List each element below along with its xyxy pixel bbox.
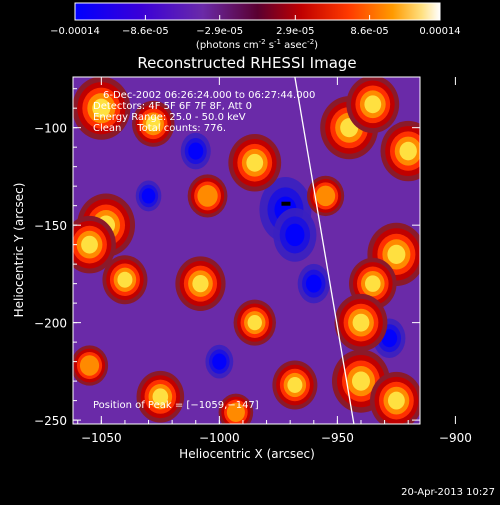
hot-region xyxy=(380,120,420,182)
hot-region xyxy=(102,255,148,305)
hot-region xyxy=(132,100,175,147)
hot-region xyxy=(218,393,254,424)
y-tick-label: −250 xyxy=(34,414,67,428)
colorbar-tick-label: 0.00014 xyxy=(419,26,460,37)
observation-info: 6-Dec-2002 06:26:24.000 to 06:27:44.000 … xyxy=(93,90,315,411)
hot-region xyxy=(334,293,388,352)
hot-region xyxy=(73,345,109,386)
x-tick-label: −1000 xyxy=(199,431,240,445)
hot-region xyxy=(136,370,185,423)
y-tick-label: −150 xyxy=(34,219,67,233)
x-axis-ticks: −1050 −1000 −950 −900 xyxy=(77,77,472,445)
colorbar xyxy=(74,2,441,21)
y-axis-ticks: −100 −150 −200 −250 xyxy=(34,88,420,428)
peak-position-label: Position of Peak = [−1059,−147] xyxy=(93,400,259,411)
hot-region xyxy=(187,174,228,218)
hot-region xyxy=(73,215,116,274)
chart-title: Reconstructed RHESSI Image xyxy=(137,54,356,72)
hot-region xyxy=(306,175,345,217)
cold-region xyxy=(180,132,211,170)
cold-region xyxy=(273,208,317,262)
hot-region xyxy=(228,134,282,192)
y-tick-label: −100 xyxy=(34,122,67,136)
cold-region xyxy=(297,263,330,304)
colorbar-tick-label: −0.00014 xyxy=(50,26,100,37)
heatmap-layer xyxy=(73,77,420,424)
colorbar-tick-label: 8.6e-05 xyxy=(350,26,388,37)
hot-region xyxy=(272,360,318,410)
hot-region xyxy=(370,371,420,424)
cold-region xyxy=(135,180,162,212)
colorbar-ticks xyxy=(74,15,441,20)
x-tick-label: −950 xyxy=(321,431,354,445)
peak-marker xyxy=(281,201,291,206)
cold-region xyxy=(205,344,234,379)
x-tick-label: −900 xyxy=(439,431,472,445)
colorbar-unit-label: (photons cm-2 s-1 asec-2) xyxy=(196,38,318,51)
info-time-range: 6-Dec-2002 06:26:24.000 to 06:27:44.000 xyxy=(103,90,315,101)
info-energy-range: Energy Range: 25.0 - 50.0 keV xyxy=(93,112,246,123)
colorbar-tick-label: −8.6e-05 xyxy=(122,26,169,37)
colorbar-tick-label: −2.9e-05 xyxy=(196,26,243,37)
x-axis-label: Heliocentric X (arcsec) xyxy=(179,447,315,461)
colorbar-tick-labels: −0.00014 −8.6e-05 −2.9e-05 2.9e-05 8.6e-05 0.… xyxy=(50,26,461,37)
info-clean-counts: Clean Total counts: 776. xyxy=(93,123,226,134)
plot-frame xyxy=(72,76,421,425)
solar-limb-line xyxy=(294,77,355,424)
y-axis-label: Heliocentric Y (arcsec) xyxy=(12,183,26,318)
hot-region xyxy=(175,256,226,311)
footer-timestamp: 20-Apr-2013 10:27 xyxy=(401,487,495,498)
info-detectors: Detectors: 4F 5F 6F 7F 8F, Att 0 xyxy=(93,101,252,112)
colorbar-tick-label: 2.9e-05 xyxy=(276,26,314,37)
x-tick-label: −1050 xyxy=(81,431,122,445)
y-tick-label: −200 xyxy=(34,317,67,331)
hot-region xyxy=(73,77,131,140)
hot-region xyxy=(346,77,400,134)
hot-region xyxy=(233,299,276,346)
